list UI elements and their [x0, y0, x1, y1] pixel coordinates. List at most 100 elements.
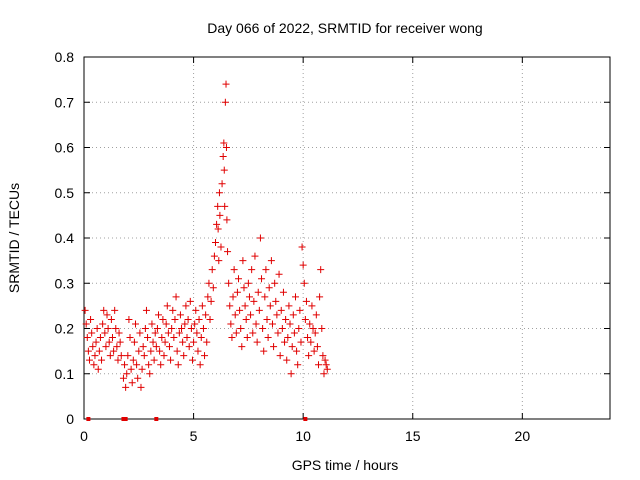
data-point: [199, 325, 207, 332]
data-point: [287, 370, 295, 378]
data-point: [106, 352, 114, 360]
data-point: [275, 270, 283, 278]
data-point: [217, 243, 225, 251]
zero-marker: [154, 417, 159, 421]
data-point: [206, 315, 214, 323]
data-point: [123, 370, 131, 378]
data-point: [277, 306, 285, 314]
data-point: [291, 293, 299, 301]
data-points: [81, 80, 331, 421]
data-point: [225, 279, 233, 287]
data-point: [140, 352, 148, 360]
data-point: [265, 284, 273, 292]
data-point: [83, 334, 91, 342]
data-point: [317, 266, 325, 274]
data-point: [248, 266, 256, 274]
data-point: [249, 329, 257, 337]
data-point: [137, 383, 145, 391]
data-point: [307, 338, 315, 346]
data-point: [161, 338, 169, 346]
data-point: [100, 306, 108, 314]
data-point: [163, 302, 171, 310]
data-point: [242, 315, 250, 323]
data-point: [204, 293, 212, 301]
data-point: [98, 356, 106, 364]
data-point: [102, 343, 110, 351]
data-point: [253, 338, 261, 346]
data-point: [297, 338, 305, 346]
data-point: [181, 320, 189, 328]
data-point: [285, 302, 293, 310]
x-tick-label: 0: [80, 428, 88, 444]
data-point: [186, 297, 194, 305]
data-point: [244, 279, 252, 287]
data-point: [319, 352, 327, 360]
data-point: [306, 320, 314, 328]
data-point: [116, 338, 124, 346]
data-point: [196, 361, 204, 369]
data-point: [142, 306, 150, 314]
data-point: [228, 334, 236, 342]
data-point: [290, 329, 298, 337]
data-point: [128, 379, 136, 387]
data-point: [94, 365, 102, 373]
data-point: [232, 329, 240, 337]
data-point: [209, 284, 217, 292]
data-point: [286, 320, 294, 328]
data-point: [221, 98, 229, 106]
data-point: [288, 343, 296, 351]
data-point: [172, 293, 180, 301]
data-point: [158, 334, 166, 342]
data-point: [132, 320, 140, 328]
data-point: [112, 325, 120, 332]
y-axis-label: SRMTID / TECUs: [6, 183, 22, 293]
data-point: [214, 225, 222, 233]
data-point: [162, 320, 170, 328]
data-point: [216, 211, 224, 219]
data-point: [251, 252, 259, 260]
data-point: [295, 325, 303, 332]
data-point: [160, 352, 168, 360]
data-point: [173, 347, 181, 355]
data-point: [237, 325, 245, 332]
data-point: [320, 370, 328, 378]
data-point: [95, 347, 103, 355]
data-point: [294, 361, 302, 369]
data-point: [126, 334, 134, 342]
data-point: [90, 361, 98, 369]
data-point: [299, 261, 307, 269]
data-point: [235, 275, 243, 283]
data-point: [305, 352, 313, 360]
x-axis-label: GPS time / hours: [292, 457, 399, 473]
data-point: [321, 356, 329, 364]
data-point: [313, 343, 321, 351]
data-point: [145, 361, 153, 369]
data-point: [304, 334, 312, 342]
data-point: [267, 257, 275, 265]
data-point: [87, 315, 95, 323]
data-point: [266, 302, 274, 310]
data-point: [178, 325, 186, 332]
data-point: [159, 315, 167, 323]
data-point: [124, 352, 132, 360]
data-point: [114, 356, 122, 364]
data-point: [243, 334, 251, 342]
data-point: [268, 320, 276, 328]
data-point: [156, 347, 164, 355]
data-point: [212, 239, 219, 247]
y-tick-label: 0.4: [55, 230, 75, 246]
data-point: [170, 334, 178, 342]
y-tick-label: 0.3: [55, 275, 75, 291]
zero-marker: [303, 417, 308, 421]
data-point: [215, 189, 223, 197]
data-point: [82, 320, 90, 328]
data-point: [111, 306, 119, 314]
x-tick-label: 20: [515, 428, 531, 444]
data-point: [239, 257, 247, 265]
data-point: [147, 347, 155, 355]
y-tick-label: 0.8: [55, 49, 75, 65]
data-point: [91, 352, 99, 360]
data-point: [194, 347, 202, 355]
data-point: [148, 320, 156, 328]
data-point: [133, 361, 141, 369]
